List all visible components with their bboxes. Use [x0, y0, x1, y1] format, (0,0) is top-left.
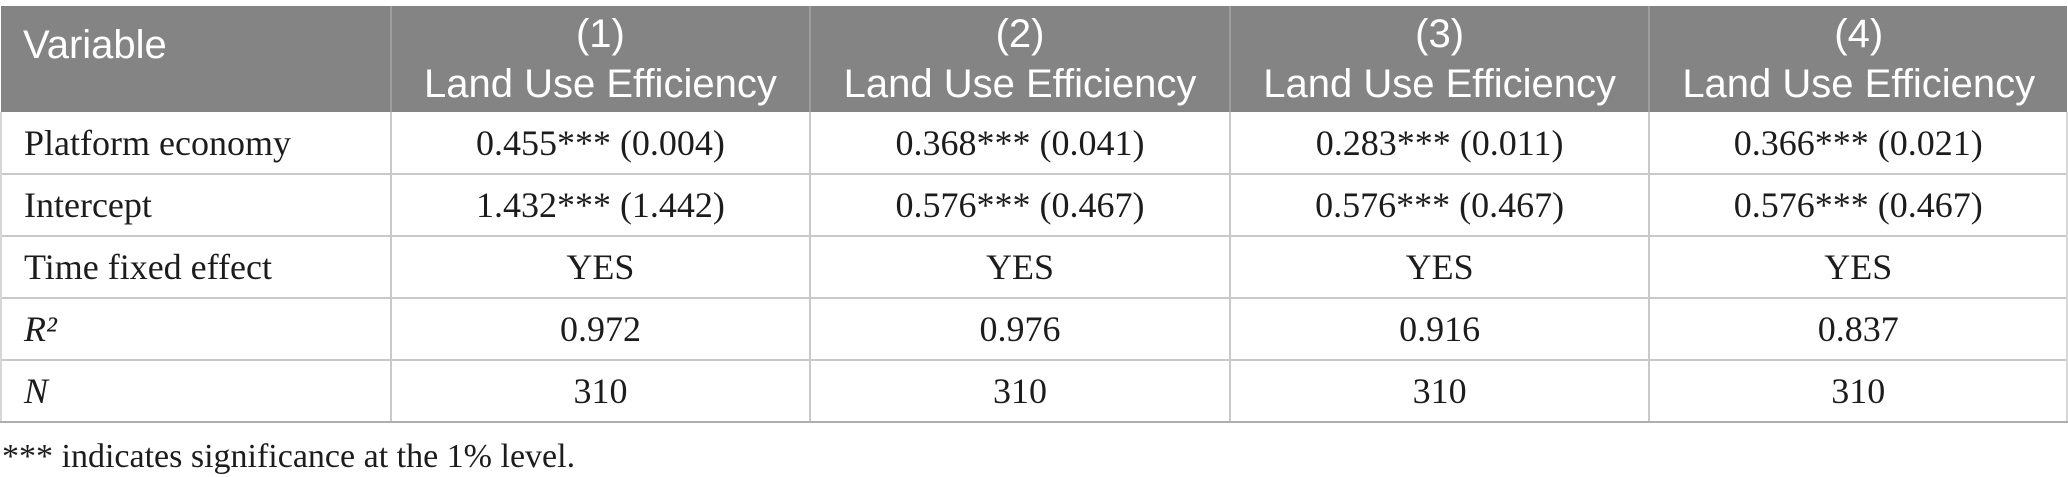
r-squared-model-3-value: 0.916	[1228, 297, 1650, 360]
platform-economy-model-2-value: 0.368*** (0.041)	[809, 112, 1230, 174]
time-fixed-effect-model-4-value: YES	[1648, 235, 2068, 298]
header-row: Variable (1) Land Use Efficiency (2) Lan…	[1, 6, 2067, 112]
header-model-3: (3) Land Use Efficiency	[1228, 6, 1650, 112]
header-model-4: (4) Land Use Efficiency	[1648, 6, 2067, 112]
n-observations-model-4-value: 310	[1648, 359, 2068, 423]
model-1-heading: (1) Land Use Efficiency	[402, 9, 800, 109]
intercept-model-2-value: 0.576*** (0.467)	[809, 173, 1230, 236]
intercept-model-4-value: 0.576*** (0.467)	[1648, 173, 2068, 236]
platform-economy-model-3-value: 0.283*** (0.011)	[1228, 112, 1650, 174]
n-observations-model-1-value: 310	[389, 359, 811, 423]
row-n-observations-label: N	[0, 359, 391, 423]
model-1-title: Land Use Efficiency	[424, 62, 777, 106]
model-4-number: (4)	[1834, 12, 1884, 56]
row-r-squared: R² 0.972 0.976 0.916 0.837	[0, 297, 2068, 360]
platform-economy-model-1-value: 0.455*** (0.004)	[389, 112, 811, 174]
header-variable: Variable	[1, 6, 391, 112]
platform-economy-model-4-value: 0.366*** (0.021)	[1648, 112, 2068, 174]
model-4-heading: (4) Land Use Efficiency	[1660, 9, 2057, 109]
row-intercept-label: Intercept	[0, 173, 391, 236]
row-time-fixed-effect-label: Time fixed effect	[0, 235, 391, 298]
model-2-number: (2)	[995, 12, 1045, 56]
model-1-number: (1)	[575, 12, 625, 56]
model-2-heading: (2) Land Use Efficiency	[821, 9, 1219, 109]
row-platform-economy-label: Platform economy	[0, 112, 391, 174]
r-squared-model-2-value: 0.976	[809, 297, 1230, 360]
model-3-heading: (3) Land Use Efficiency	[1241, 9, 1639, 109]
intercept-model-1-value: 1.432*** (1.442)	[389, 173, 811, 236]
significance-footnote: *** indicates significance at the 1% lev…	[2, 438, 576, 475]
row-intercept: Intercept 1.432*** (1.442) 0.576*** (0.4…	[0, 173, 2068, 236]
model-4-title: Land Use Efficiency	[1682, 62, 2036, 106]
model-2-title: Land Use Efficiency	[843, 62, 1197, 106]
model-3-number: (3)	[1415, 12, 1465, 56]
time-fixed-effect-model-2-value: YES	[809, 235, 1230, 298]
time-fixed-effect-model-3-value: YES	[1228, 235, 1650, 298]
row-r-squared-label: R²	[0, 297, 391, 360]
header-model-2: (2) Land Use Efficiency	[809, 6, 1230, 112]
row-platform-economy: Platform economy 0.455*** (0.004) 0.368*…	[0, 112, 2068, 174]
model-3-title: Land Use Efficiency	[1263, 62, 1617, 106]
row-time-fixed-effect: Time fixed effect YES YES YES YES	[0, 235, 2068, 298]
row-n-observations: N 310 310 310 310	[0, 359, 2068, 423]
n-observations-model-3-value: 310	[1228, 359, 1650, 423]
r-squared-model-4-value: 0.837	[1648, 297, 2068, 360]
regression-results-table: Variable (1) Land Use Efficiency (2) Lan…	[0, 6, 2068, 423]
intercept-model-3-value: 0.576*** (0.467)	[1228, 173, 1650, 236]
time-fixed-effect-model-1-value: YES	[389, 235, 811, 298]
n-observations-model-2-value: 310	[809, 359, 1230, 423]
header-model-1: (1) Land Use Efficiency	[389, 6, 811, 112]
r-squared-model-1-value: 0.972	[389, 297, 811, 360]
